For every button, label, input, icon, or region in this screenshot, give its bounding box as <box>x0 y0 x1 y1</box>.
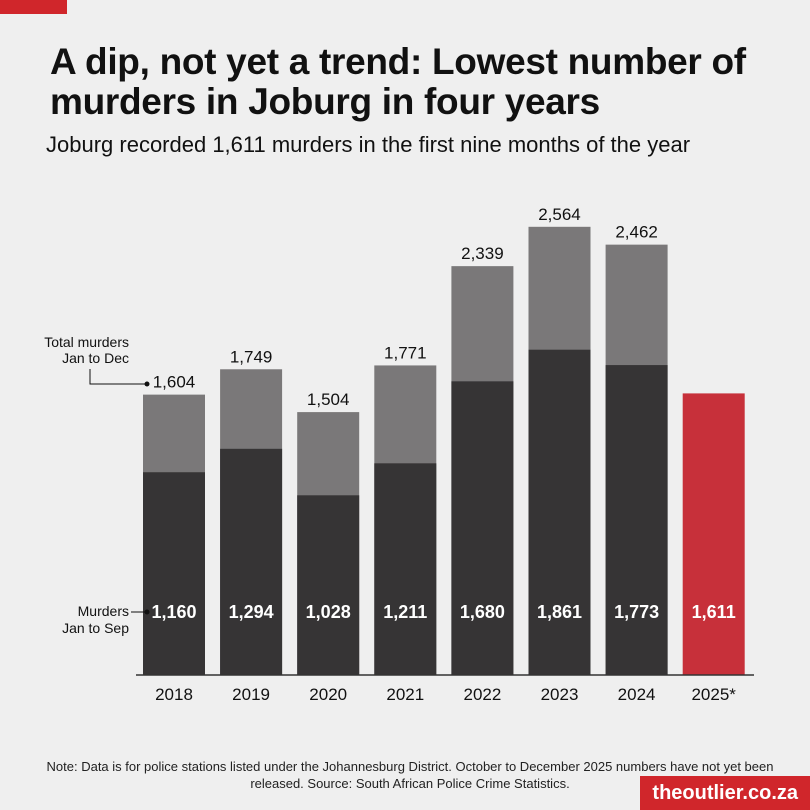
label-total-2019: 1,749 <box>230 347 273 366</box>
annotation-sep-dot <box>144 609 150 615</box>
label-total-2022: 2,339 <box>461 244 504 263</box>
annotation-total-leader <box>89 369 146 385</box>
label-total-2021: 1,771 <box>384 343 427 362</box>
label-jan-sep-2022: 1,680 <box>460 602 505 622</box>
bar-jan-sep-2021 <box>374 463 437 675</box>
chart-subtitle: Joburg recorded 1,611 murders in the fir… <box>46 132 691 157</box>
source-note: Note: Data is for police stations listed… <box>46 759 774 791</box>
annotation-total-dot <box>144 381 150 387</box>
top-accent-tab <box>0 0 67 14</box>
label-total-2024: 2,462 <box>615 223 658 242</box>
x-tick-label-2018: 2018 <box>155 685 193 704</box>
x-tick-label-2025: 2025* <box>691 685 736 704</box>
annotation-total-line2: Jan to Dec <box>62 350 129 366</box>
x-tick-label-2020: 2020 <box>309 685 347 704</box>
brand-logo[interactable]: theoutlier.co.za <box>640 776 810 810</box>
bar-jan-sep-2022 <box>451 381 514 675</box>
annotation-total-line1: Total murders <box>44 334 129 350</box>
x-tick-label-2022: 2022 <box>463 685 501 704</box>
label-jan-sep-2018: 1,160 <box>151 602 196 622</box>
x-tick-label-2024: 2024 <box>618 685 656 704</box>
label-jan-sep-2023: 1,861 <box>537 602 582 622</box>
bar-jan-sep-2025 <box>682 393 745 675</box>
label-jan-sep-2021: 1,211 <box>383 602 427 622</box>
label-total-2020: 1,504 <box>307 390 350 409</box>
annotation-sep-line1: Murders <box>78 603 129 619</box>
bar-jan-sep-2023 <box>528 349 591 675</box>
x-tick-label-2023: 2023 <box>541 685 579 704</box>
x-tick-label-2019: 2019 <box>232 685 270 704</box>
label-jan-sep-2019: 1,294 <box>229 602 274 622</box>
annotation-sep-line2: Jan to Sep <box>62 620 129 636</box>
bar-jan-sep-2024 <box>605 365 668 675</box>
label-total-2023: 2,564 <box>538 205 581 224</box>
bar-jan-sep-2020 <box>297 495 360 675</box>
chart-title: A dip, not yet a trend: Lowest number of… <box>50 41 746 122</box>
bar-jan-sep-2018 <box>143 472 205 675</box>
bar-jan-sep-2019 <box>220 448 283 675</box>
label-jan-sep-2025: 1,611 <box>692 602 736 622</box>
x-tick-label-2021: 2021 <box>386 685 424 704</box>
label-total-2018: 1,604 <box>153 373 196 392</box>
label-jan-sep-2020: 1,028 <box>306 602 351 622</box>
label-jan-sep-2024: 1,773 <box>614 602 659 622</box>
